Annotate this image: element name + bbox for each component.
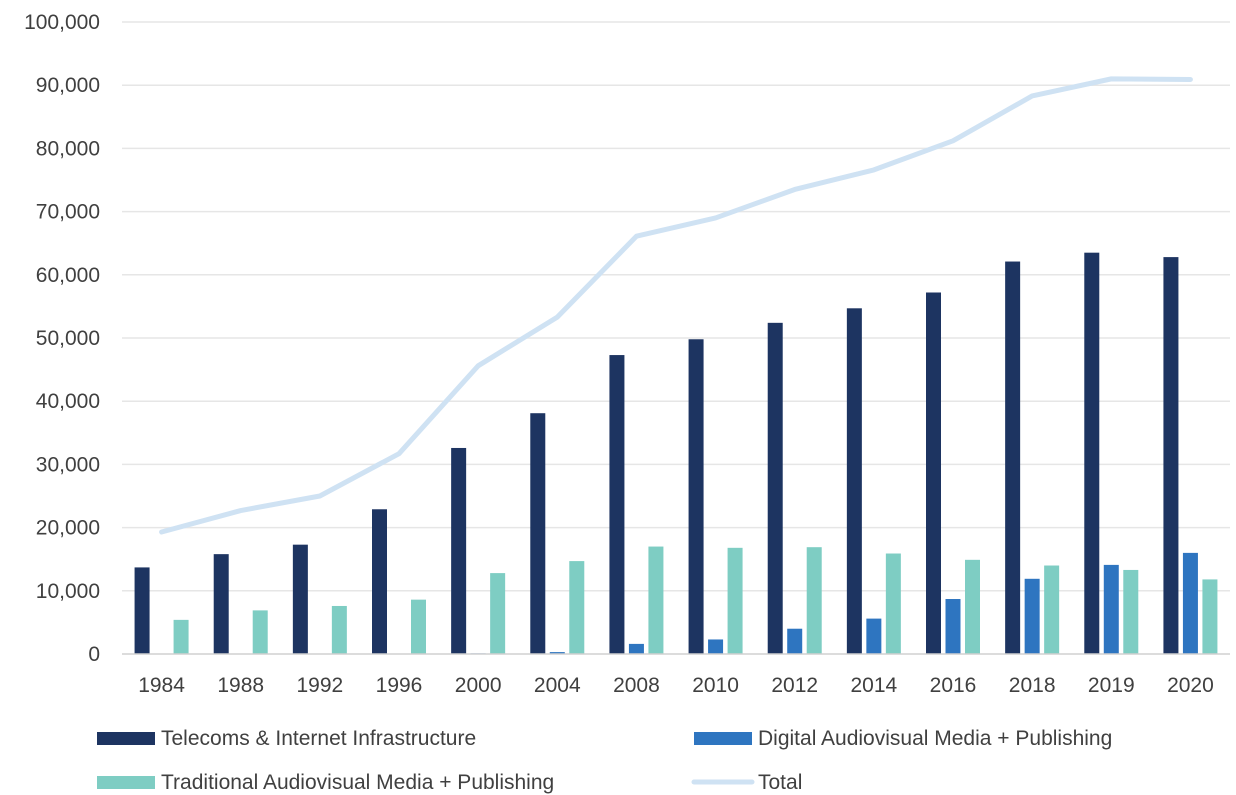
total-point-2004 <box>556 316 558 318</box>
bar-digital-audiovisual-media-publishing-2016 <box>945 599 961 654</box>
x-tick-label: 2019 <box>1088 674 1135 697</box>
legend-swatch <box>97 776 155 789</box>
bar-traditional-audiovisual-media-publishing-2016 <box>965 559 980 654</box>
x-tick-label: 2018 <box>1009 674 1056 697</box>
bar-traditional-audiovisual-media-publishing-2012 <box>806 547 822 654</box>
axes: 0 10,000 20,000 30,000 40,000 50,000 60,000 70,… <box>24 11 1230 697</box>
x-tick-label: 2000 <box>455 674 502 697</box>
legend-label: Total <box>758 771 802 794</box>
y-tick-label: 30,000 <box>36 453 100 476</box>
bar-telecoms-internet-infrastructure-1988 <box>213 554 229 654</box>
x-tick-label: 2004 <box>534 674 581 697</box>
gridlines <box>122 21 1230 592</box>
bar-telecoms-internet-infrastructure-1992 <box>292 544 308 654</box>
legend-swatch <box>97 732 155 745</box>
bar-telecoms-internet-infrastructure-2016 <box>926 292 941 654</box>
bar-traditional-audiovisual-media-publishing-1996 <box>411 599 426 654</box>
total-point-2008 <box>635 235 637 237</box>
bar-traditional-audiovisual-media-publishing-1988 <box>252 610 268 654</box>
bar-telecoms-internet-infrastructure-2020 <box>1163 257 1179 654</box>
bar-traditional-audiovisual-media-publishing-1984 <box>173 619 189 654</box>
y-tick-label: 100,000 <box>24 11 100 34</box>
total-point-2018 <box>1031 95 1033 97</box>
bar-telecoms-internet-infrastructure-2008 <box>609 355 625 654</box>
bar-digital-audiovisual-media-publishing-2018 <box>1024 578 1040 654</box>
y-tick-label: 0 <box>88 643 100 666</box>
bar-telecoms-internet-infrastructure-2012 <box>767 322 783 654</box>
bar-traditional-audiovisual-media-publishing-2019 <box>1123 569 1139 654</box>
bar-digital-audiovisual-media-publishing-2012 <box>787 628 803 654</box>
legend-item-digital-audiovisual-media-publishing: Digital Audiovisual Media + Publishing <box>694 727 1112 750</box>
bar-telecoms-internet-infrastructure-2019 <box>1084 252 1100 654</box>
total-point-1988 <box>240 510 242 512</box>
bar-traditional-audiovisual-media-publishing-2008 <box>648 546 664 654</box>
bar-telecoms-internet-infrastructure-2000 <box>451 447 467 654</box>
bar-telecoms-internet-infrastructure-2014 <box>846 308 862 654</box>
legend-swatch <box>694 732 752 745</box>
total-point-2016 <box>952 140 954 142</box>
legend-item-telecoms-internet-infrastructure: Telecoms & Internet Infrastructure <box>97 727 476 750</box>
x-tick-label: 2008 <box>613 674 660 697</box>
x-tick-label: 2012 <box>771 674 818 697</box>
bar-traditional-audiovisual-media-publishing-2014 <box>885 553 901 654</box>
bar-telecoms-internet-infrastructure-2010 <box>688 339 704 654</box>
total-point-1984 <box>161 531 163 533</box>
bar-traditional-audiovisual-media-publishing-2020 <box>1202 579 1218 654</box>
total-point-2012 <box>794 188 796 190</box>
x-tick-label: 1984 <box>138 674 185 697</box>
bar-traditional-audiovisual-media-publishing-2010 <box>727 547 743 654</box>
total-line <box>159 76 1193 535</box>
y-tick-label: 60,000 <box>36 264 100 287</box>
bar-digital-audiovisual-media-publishing-2020 <box>1182 552 1198 654</box>
bar-traditional-audiovisual-media-publishing-2018 <box>1044 565 1060 654</box>
x-tick-label: 1988 <box>217 674 264 697</box>
bar-digital-audiovisual-media-publishing-2014 <box>866 618 882 654</box>
bar-traditional-audiovisual-media-publishing-2000 <box>490 573 506 654</box>
bars <box>134 252 1218 654</box>
bar-traditional-audiovisual-media-publishing-1992 <box>331 605 347 654</box>
total-point-2000 <box>477 365 479 367</box>
total-point-2019 <box>1110 78 1112 80</box>
y-tick-label: 50,000 <box>36 327 100 350</box>
bar-traditional-audiovisual-media-publishing-2004 <box>569 561 585 654</box>
bar-digital-audiovisual-media-publishing-2019 <box>1103 564 1119 654</box>
bar-telecoms-internet-infrastructure-1984 <box>134 567 150 654</box>
bar-digital-audiovisual-media-publishing-2004 <box>549 652 565 654</box>
total-line-layer <box>159 76 1193 535</box>
y-tick-label: 20,000 <box>36 517 100 540</box>
y-tick-label: 40,000 <box>36 390 100 413</box>
legend-item-traditional-audiovisual-media-publishing: Traditional Audiovisual Media + Publishi… <box>97 771 554 794</box>
legend-item-total: Total <box>691 771 802 794</box>
legend-label: Traditional Audiovisual Media + Publishi… <box>161 771 554 794</box>
y-tick-label: 80,000 <box>36 137 100 160</box>
x-tick-label: 2010 <box>692 674 739 697</box>
legend-label: Digital Audiovisual Media + Publishing <box>758 727 1112 750</box>
legend-label: Telecoms & Internet Infrastructure <box>161 727 476 750</box>
x-tick-label: 2014 <box>850 674 897 697</box>
bar-digital-audiovisual-media-publishing-2008 <box>628 643 644 654</box>
total-point-1992 <box>319 495 321 497</box>
y-tick-label: 70,000 <box>36 201 100 224</box>
bar-telecoms-internet-infrastructure-1996 <box>372 509 387 654</box>
x-tick-label: 2016 <box>930 674 977 697</box>
bar-digital-audiovisual-media-publishing-2010 <box>708 639 724 654</box>
x-tick-label: 1992 <box>296 674 343 697</box>
total-point-2014 <box>873 169 875 171</box>
total-point-2010 <box>715 217 717 219</box>
legend: Telecoms & Internet Infrastructure Digita… <box>97 727 1112 794</box>
y-tick-label: 90,000 <box>36 74 100 97</box>
x-tick-label: 1996 <box>376 674 423 697</box>
total-point-1996 <box>398 453 400 455</box>
bar-telecoms-internet-infrastructure-2004 <box>530 413 546 654</box>
y-tick-label: 10,000 <box>36 580 100 603</box>
bar-telecoms-internet-infrastructure-2018 <box>1005 261 1021 654</box>
x-tick-label: 2020 <box>1167 674 1214 697</box>
total-point-2020 <box>1189 79 1191 81</box>
